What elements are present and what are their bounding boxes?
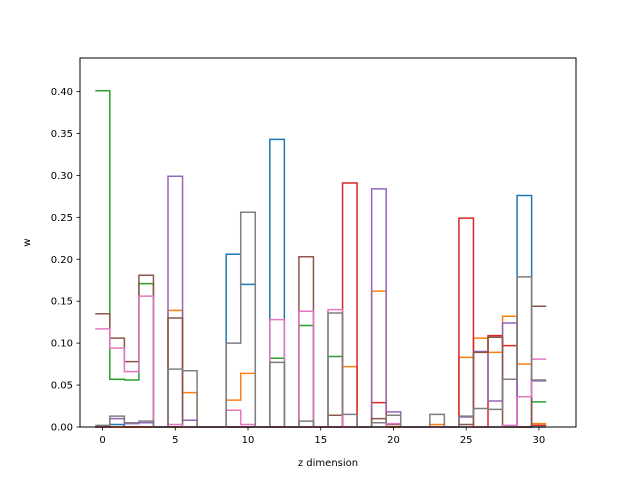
x-tick-label: 25	[460, 435, 473, 446]
plot-frame	[79, 57, 577, 428]
y-axis-label: w	[22, 238, 33, 246]
y-tick-label: 0.05	[51, 381, 73, 392]
x-tick-label: 10	[242, 435, 255, 446]
x-axis: 0 5 10 15 20 25 30	[99, 427, 545, 446]
x-axis-label: z dimension	[298, 458, 358, 469]
y-tick-label: 0.40	[51, 87, 73, 98]
y-axis: 0.00 0.05 0.10 0.15 0.20 0.25 0.30 0.35 0.40	[51, 87, 80, 434]
series-line-2	[95, 290, 547, 428]
y-tick-label: 0.00	[51, 423, 73, 434]
y-tick-label: 0.10	[51, 339, 73, 350]
x-tick-label: 5	[172, 435, 178, 446]
x-tick-label: 30	[533, 435, 546, 446]
y-tick-label: 0.20	[51, 255, 73, 266]
x-tick-label: 15	[314, 435, 327, 446]
y-tick-label: 0.25	[51, 213, 73, 224]
y-tick-label: 0.30	[51, 171, 73, 182]
y-tick-label: 0.35	[51, 129, 73, 140]
y-tick-label: 0.15	[51, 297, 73, 308]
x-tick-label: 0	[99, 435, 105, 446]
x-tick-label: 20	[387, 435, 400, 446]
